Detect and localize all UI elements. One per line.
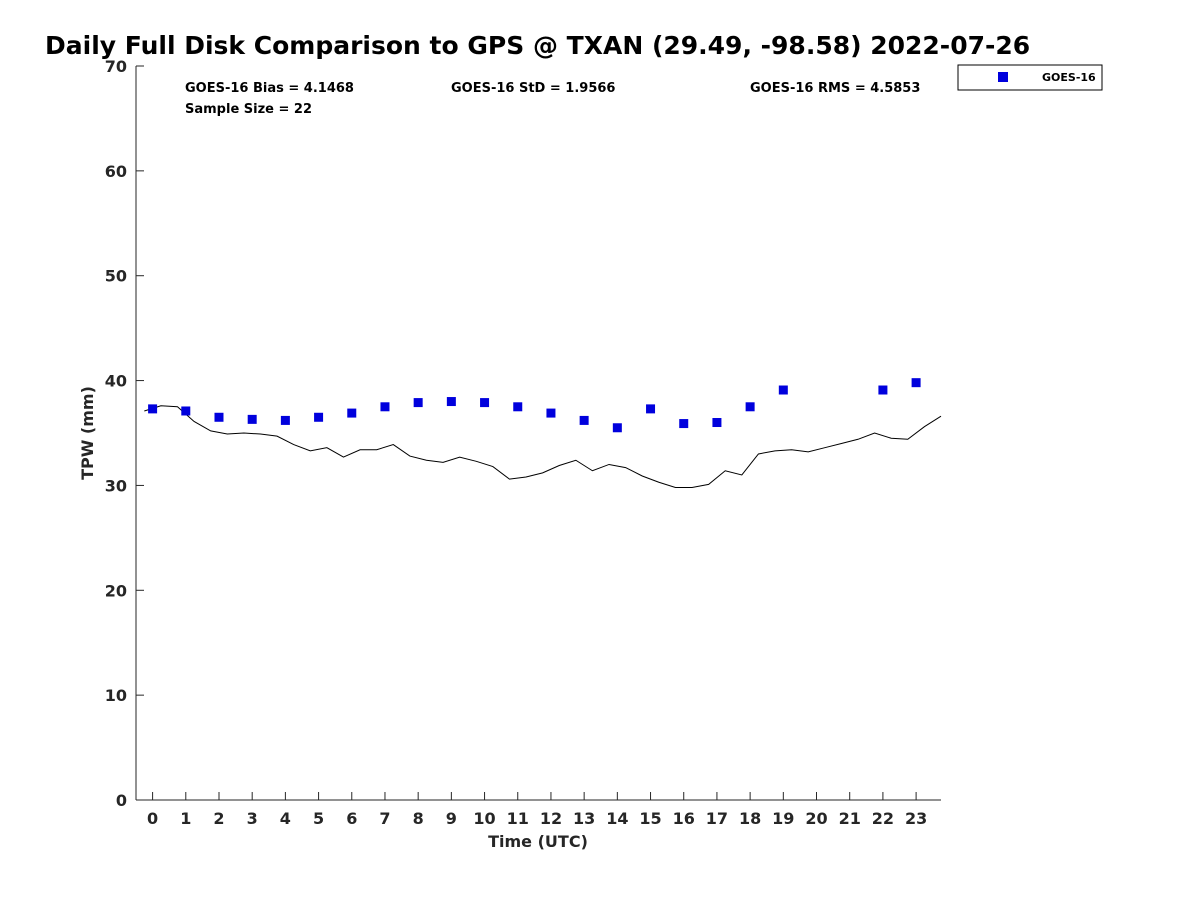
goes16-point: [679, 419, 689, 429]
goes16-point: [446, 397, 456, 407]
y-tick-label: 10: [105, 686, 127, 705]
goes16-point: [778, 385, 788, 395]
y-tick-label: 20: [105, 581, 127, 600]
x-tick-label: 4: [280, 809, 291, 828]
x-tick-label: 20: [805, 809, 827, 828]
goes16-point: [646, 404, 656, 414]
y-tick-label: 50: [105, 267, 127, 286]
legend-box: [957, 64, 1103, 91]
y-tick-label: 30: [105, 476, 127, 495]
y-tick-label: 0: [116, 791, 127, 810]
x-tick-label: 6: [346, 809, 357, 828]
y-tick-label: 60: [105, 162, 127, 181]
x-tick-label: 21: [839, 809, 861, 828]
x-tick-label: 8: [413, 809, 424, 828]
x-tick-label: 15: [639, 809, 661, 828]
stat-sample-size: Sample Size = 22: [185, 102, 312, 117]
goes16-point: [280, 415, 290, 425]
goes16-point: [480, 398, 490, 408]
y-tick-label: 70: [105, 57, 127, 76]
stat-rms: GOES-16 RMS = 4.5853: [750, 81, 920, 96]
x-tick-label: 9: [446, 809, 457, 828]
gps-line-layer: [144, 405, 942, 489]
goes16-point: [878, 385, 888, 395]
goes16-point: [181, 406, 191, 416]
stat-std: GOES-16 StD = 1.9566: [451, 81, 615, 96]
gps-tpw-line: [144, 405, 942, 489]
x-tick-label: 10: [473, 809, 495, 828]
goes16-point: [148, 404, 158, 414]
goes16-point: [347, 408, 357, 418]
x-tick-label: 11: [507, 809, 529, 828]
x-tick-label: 17: [706, 809, 728, 828]
x-tick-label: 12: [540, 809, 562, 828]
goes16-point: [513, 402, 523, 412]
legend-marker-goes16: [998, 72, 1008, 82]
goes16-point: [314, 412, 324, 422]
x-tick-label: 19: [772, 809, 794, 828]
x-tick-label: 23: [905, 809, 927, 828]
x-tick-label: 3: [247, 809, 258, 828]
x-tick-label: 14: [606, 809, 628, 828]
x-axis-label: Time (UTC): [488, 832, 588, 851]
stat-bias: GOES-16 Bias = 4.1468: [185, 81, 354, 96]
x-tick-label: 18: [739, 809, 761, 828]
y-tick-label: 40: [105, 372, 127, 391]
goes16-point: [214, 412, 224, 422]
legend: GOES-16: [957, 64, 1103, 91]
x-tick-label: 2: [213, 809, 224, 828]
goes16-point: [247, 414, 257, 424]
goes16-marker-layer: [148, 378, 921, 433]
goes16-point: [745, 402, 755, 412]
chart-title: Daily Full Disk Comparison to GPS @ TXAN…: [45, 31, 1030, 60]
x-tick-label: 5: [313, 809, 324, 828]
x-tick-label: 16: [673, 809, 695, 828]
goes16-point: [380, 402, 390, 412]
goes16-point: [612, 423, 622, 433]
x-tick-label: 13: [573, 809, 595, 828]
x-tick-label: 0: [147, 809, 158, 828]
goes16-point: [712, 418, 722, 428]
goes16-point: [911, 378, 921, 388]
goes16-point: [413, 398, 423, 408]
legend-label-goes16: GOES-16: [1042, 71, 1096, 84]
x-tick-label: 1: [180, 809, 191, 828]
x-tick-label: 22: [872, 809, 894, 828]
goes16-point: [546, 408, 556, 418]
y-axis-label: TPW (mm): [78, 386, 97, 480]
goes16-point: [579, 415, 589, 425]
x-tick-label: 7: [379, 809, 390, 828]
